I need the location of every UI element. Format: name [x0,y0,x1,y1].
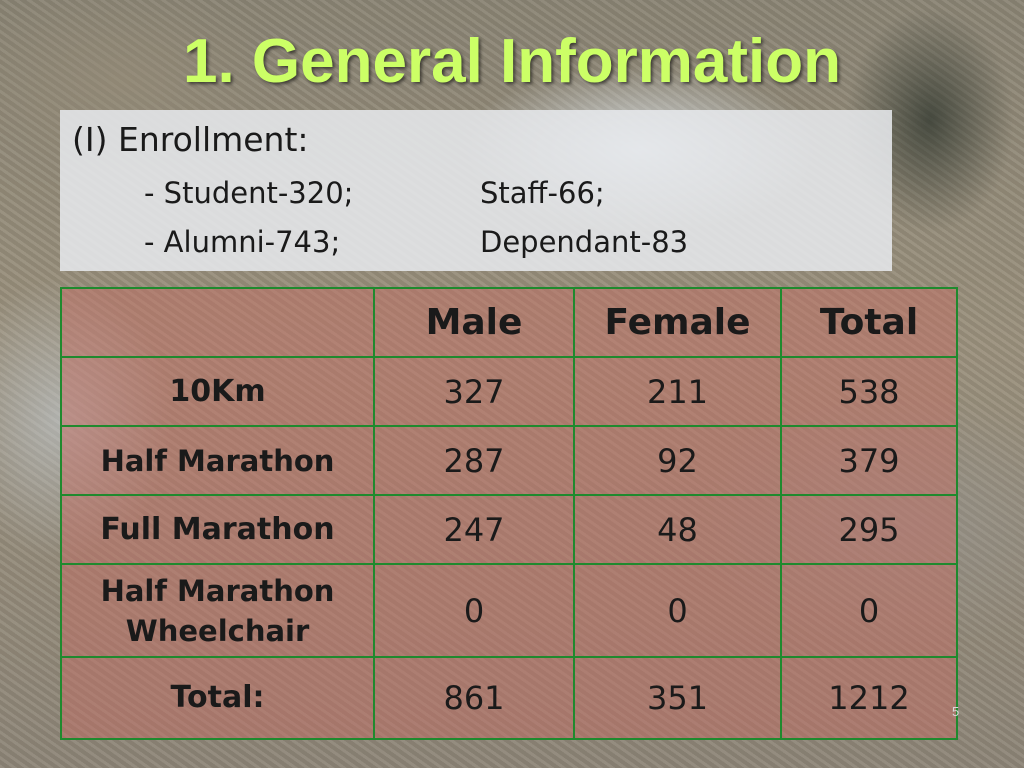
row-label: Total: [60,656,375,740]
cell-male: 0 [373,563,575,658]
header-male: Male [373,287,575,358]
cell-male: 861 [373,656,575,740]
slide-title: 1. General Information [182,27,842,96]
enrollment-alumni: - Alumni-743; [144,225,341,259]
cell-female: 92 [573,425,782,496]
cell-total: 295 [780,494,958,565]
cell-female: 48 [573,494,782,565]
cell-male: 327 [373,356,575,427]
cell-female: 0 [573,563,782,658]
header-female: Female [573,287,782,358]
page-number: 5 [952,704,960,719]
header-total: Total [780,287,958,358]
row-label: Full Marathon [60,494,375,565]
row-label: Half Marathon Wheelchair [60,563,375,658]
row-label-line: Wheelchair [125,613,310,648]
row-label: Half Marathon [60,425,375,496]
cell-male: 247 [373,494,575,565]
table-row: 10Km 327 211 538 [60,356,958,427]
row-label-line: Half Marathon [100,573,335,608]
table-header-row: Male Female Total [60,287,958,358]
cell-total: 538 [780,356,958,427]
row-label: 10Km [60,356,375,427]
enrollment-heading: (I) Enrollment: [72,120,309,159]
cell-female: 351 [573,656,782,740]
cell-total: 0 [780,563,958,658]
cell-total: 1212 [780,656,958,740]
cell-male: 287 [373,425,575,496]
enrollment-staff: Staff-66; [480,176,605,210]
cell-total: 379 [780,425,958,496]
enrollment-panel: (I) Enrollment: - Student-320; Staff-66;… [60,110,892,271]
enrollment-dependant: Dependant-83 [480,225,689,259]
table-row: Half Marathon 287 92 379 [60,425,958,496]
participants-table: Male Female Total 10Km 327 211 538 Half … [60,287,958,740]
enrollment-student: - Student-320; [144,176,354,210]
table-row: Half Marathon Wheelchair 0 0 0 [60,563,958,658]
header-empty-cell [60,287,375,358]
cell-female: 211 [573,356,782,427]
table-total-row: Total: 861 351 1212 [60,656,958,740]
table-row: Full Marathon 247 48 295 [60,494,958,565]
